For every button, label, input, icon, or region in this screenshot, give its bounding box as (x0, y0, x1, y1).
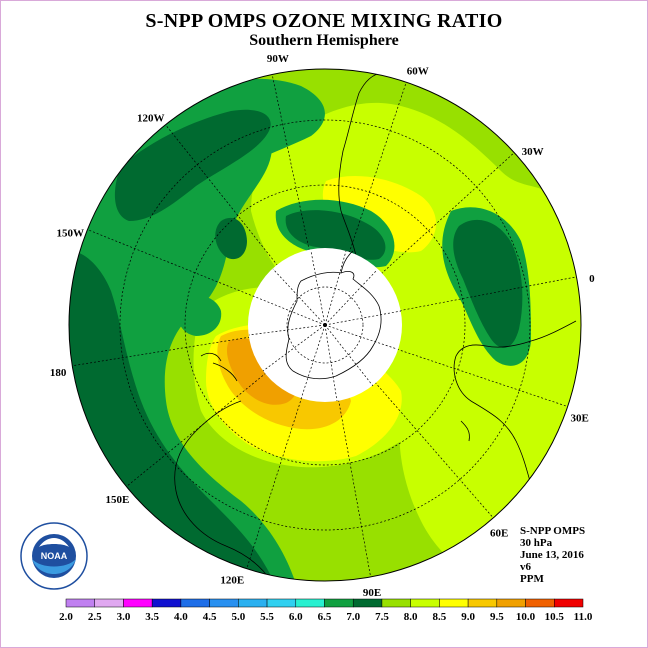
longitude-label: 60E (490, 528, 508, 540)
antarctic-peninsula (340, 250, 354, 274)
colorbar-swatch (266, 598, 297, 608)
field-7.0-ross (177, 295, 222, 336)
colorbar-tick-label: 3.0 (117, 611, 131, 623)
colorbar-tick-label: 9.5 (490, 611, 504, 623)
colorbar-tick-label: 9.0 (461, 611, 475, 623)
antarctica-coast (285, 271, 382, 380)
colorbar-tick-label: 11.0 (574, 611, 593, 623)
colorbar-swatch (554, 598, 584, 608)
longitude-label: 150E (105, 494, 129, 506)
africa-coast (453, 320, 577, 502)
noaa-logo-text: NOAA (41, 551, 68, 561)
colorbar-tick-label: 5.5 (260, 611, 274, 623)
colorbar-swatch (381, 598, 411, 608)
longitude-label: 30E (571, 413, 589, 425)
info-instrument: S-NPP OMPS (520, 525, 586, 537)
colorbar-swatch (324, 598, 354, 608)
longitude-label: 150W (57, 227, 85, 239)
south-america-coast (338, 72, 390, 257)
map-subtitle: Southern Hemisphere (249, 32, 399, 49)
colorbar-tick-label: 10.5 (545, 611, 565, 623)
colorbar-tick-label: 8.0 (404, 611, 418, 623)
field-6.5-tip (285, 210, 386, 260)
colorbar-swatch (123, 598, 153, 608)
info-block: S-NPP OMPS 30 hPa June 13, 2016 v6 PPM (520, 525, 585, 585)
info-units: PPM (520, 573, 544, 585)
colorbar-tick-label: 4.5 (203, 611, 217, 623)
colorbar-swatch (295, 598, 325, 608)
colorbar-swatch (496, 598, 526, 608)
new-zealand-coast (200, 352, 238, 382)
longitude-label: 120W (137, 112, 165, 124)
longitude-label: 120E (220, 575, 244, 587)
colorbar-swatch (209, 598, 239, 608)
colorbar-swatch (94, 598, 124, 608)
longitude-label: 0 (589, 273, 595, 285)
colorbar-swatch (151, 598, 182, 608)
colorbar-tick-label: 2.5 (88, 611, 102, 623)
antarctica (285, 250, 382, 380)
colorbar-tick-label: 2.0 (59, 611, 73, 623)
inner-graticule (248, 250, 402, 402)
colorbar-tick-label: 7.0 (346, 611, 360, 623)
colorbar-tick-label: 3.5 (145, 611, 159, 623)
map-title: S-NPP OMPS OZONE MIXING RATIO (145, 10, 503, 32)
australia-coast (174, 400, 272, 581)
field-6.5-small (215, 217, 247, 260)
colorbar-tick-label: 4.0 (174, 611, 188, 623)
longitude-label: 30W (522, 146, 544, 158)
colorbar-swatch (467, 598, 498, 608)
coastlines (174, 72, 577, 581)
colorbar-tick-label: 6.5 (318, 611, 332, 623)
colorbar-swatch (65, 598, 95, 608)
graticule (70, 69, 581, 580)
longitude-label: 60W (407, 65, 429, 77)
colorbar-tick-label: 6.0 (289, 611, 303, 623)
longitude-label: 90W (267, 53, 289, 65)
field-6.5-east (453, 219, 523, 348)
longitude-label: 180 (50, 367, 67, 379)
madagascar-coast (460, 420, 470, 442)
colorbar-tick-label: 5.0 (231, 611, 245, 623)
south-pole (323, 323, 327, 327)
info-version: v6 (520, 561, 531, 573)
colorbar-swatch (180, 598, 210, 608)
info-date: June 13, 2016 (520, 549, 584, 561)
colorbar-swatch (439, 598, 469, 608)
colorbar-swatch (525, 598, 555, 608)
colorbar-tick-label: 10.0 (516, 611, 536, 623)
longitude-labels: 90W 60W 30W 0 30E 60E 90E 120E 150E 180 150W 120W (50, 53, 595, 599)
longitude-label: 90E (363, 587, 381, 599)
field-6.5-pacific (114, 109, 271, 221)
colorbar-tick-label: 8.5 (433, 611, 447, 623)
info-level: 30 hPa (520, 537, 553, 549)
colorbar-swatch (352, 598, 383, 608)
colorbar-swatch (238, 598, 268, 608)
colorbar-tick-label: 7.5 (375, 611, 389, 623)
colorbar-swatch (410, 598, 440, 608)
noaa-logo: NOAA (20, 522, 88, 590)
map-border (68, 68, 582, 582)
